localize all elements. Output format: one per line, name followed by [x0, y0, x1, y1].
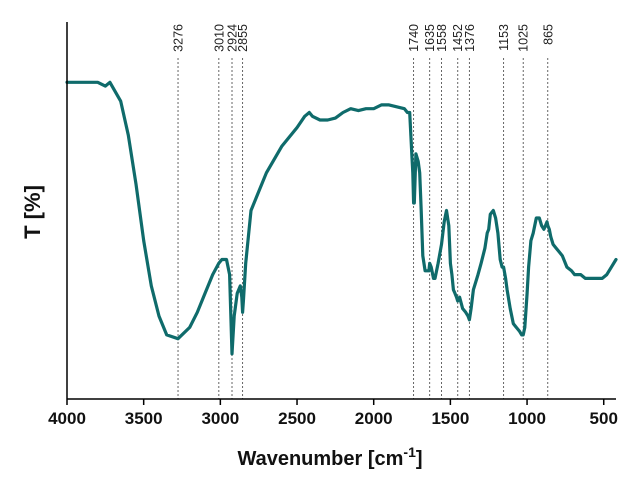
y-axis-title: T [%] — [20, 185, 45, 239]
x-tick-label: 2000 — [355, 409, 393, 428]
peak-label: 1025 — [517, 24, 531, 52]
x-tick-label: 4000 — [48, 409, 86, 428]
peak-label: 1153 — [497, 24, 511, 51]
x-tick-group: 4000 3500 3000 2500 2000 1500 1000 500 — [48, 399, 618, 428]
peak-label: 1635 — [423, 24, 437, 52]
peak-label: 1376 — [463, 24, 477, 52]
peak-label: 3276 — [172, 24, 186, 52]
spectrum-series-line — [65, 80, 618, 356]
peak-label: 1740 — [407, 24, 421, 52]
x-tick-label: 1000 — [508, 409, 546, 428]
peak-label: 865 — [541, 24, 555, 45]
peak-label: 1558 — [435, 24, 449, 52]
peak-label: 1452 — [451, 24, 465, 52]
x-axis-title: Wavenumber [cm-1] — [237, 444, 422, 470]
x-axis-title-end: ] — [416, 448, 423, 470]
x-tick-label: 3000 — [201, 409, 239, 428]
x-tick-label: 1500 — [431, 409, 469, 428]
peak-label: 3010 — [212, 24, 226, 52]
peak-label: 2924 — [226, 24, 240, 52]
x-tick-label: 2500 — [278, 409, 316, 428]
peak-label: 2855 — [236, 24, 250, 52]
x-tick-label: 3500 — [125, 409, 163, 428]
x-axis-title-superscript: -1 — [403, 444, 416, 460]
peak-marker-group — [177, 58, 549, 399]
x-tick-label: 500 — [590, 409, 618, 428]
